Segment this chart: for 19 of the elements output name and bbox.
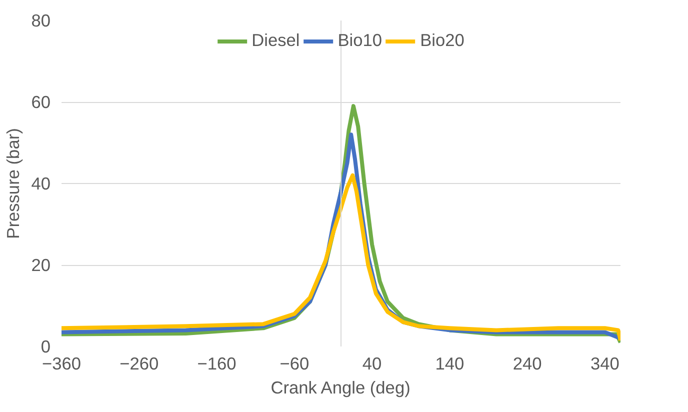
x-tick-label: −360 <box>42 354 82 374</box>
y-tick-label: 0 <box>40 336 51 356</box>
x-tick-label: 340 <box>590 354 620 374</box>
y-tick-label: 60 <box>31 92 51 112</box>
x-tick-label: −60 <box>280 354 310 374</box>
legend-label: Diesel <box>252 30 300 51</box>
legend-label: Bio20 <box>420 30 464 51</box>
y-tick-label: 80 <box>31 10 51 30</box>
x-axis-title: Crank Angle (deg) <box>270 378 410 398</box>
x-tick-label: 140 <box>435 354 464 374</box>
x-tick-label: 240 <box>512 354 542 374</box>
legend-label: Bio10 <box>338 30 382 51</box>
line-series <box>62 173 620 342</box>
y-axis-title: Pressure (bar) <box>3 128 24 239</box>
x-tick-label: 40 <box>362 354 382 374</box>
y-tick-label: 20 <box>31 255 51 275</box>
x-tick-label: −160 <box>197 354 236 374</box>
y-tick-label: 40 <box>31 174 51 194</box>
x-tick-label: −260 <box>120 354 159 374</box>
